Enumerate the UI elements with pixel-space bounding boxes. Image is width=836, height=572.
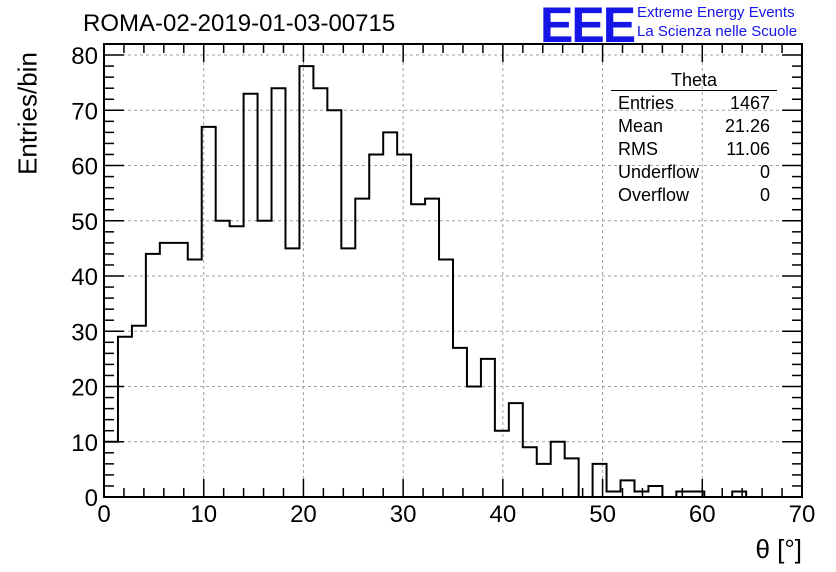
y-tick-label: 0 [85, 485, 98, 512]
x-axis-label: θ [°] [755, 534, 802, 564]
stats-label: Entries [618, 93, 675, 113]
logo-caption-line1: Extreme Energy Events [637, 4, 795, 21]
x-tick-labels: 0 10 20 30 40 50 60 70 [97, 501, 815, 528]
y-tick-label: 10 [71, 430, 98, 457]
x-tick-label: 10 [190, 501, 217, 528]
x-tick-label: 70 [789, 501, 816, 528]
x-tick-label: 20 [290, 501, 317, 528]
stats-label: Underflow [618, 162, 700, 182]
stats-label: RMS [618, 139, 658, 159]
stats-row-overflow: Overflow 0 [618, 185, 770, 205]
x-tick-label: 50 [589, 501, 616, 528]
y-tick-label: 60 [71, 154, 98, 181]
stats-label: Overflow [618, 185, 690, 205]
stats-row-underflow: Underflow 0 [618, 162, 770, 182]
x-tick-label: 60 [689, 501, 716, 528]
stats-value: 0 [759, 185, 770, 205]
stats-label: Mean [618, 116, 664, 136]
y-tick-label: 70 [71, 98, 98, 125]
y-axis-label: Entries/bin [12, 52, 43, 175]
y-tick-label: 30 [71, 319, 98, 346]
x-tick-label: 0 [97, 501, 110, 528]
eee-logo: EEE [540, 0, 636, 53]
y-tick-label: 80 [71, 43, 98, 70]
x-tick-label: 40 [490, 501, 517, 528]
stats-row-mean: Mean 21.26 [618, 116, 770, 136]
y-tick-label: 20 [71, 375, 98, 402]
axis-ticks [103, 43, 803, 498]
plot-frame [103, 43, 803, 498]
x-tick-label: 30 [390, 501, 417, 528]
stats-row-entries: Entries 1467 [618, 93, 770, 113]
histogram-line [103, 65, 802, 498]
y-tick-labels: 0 10 20 30 40 50 60 70 80 [71, 43, 98, 512]
logo-caption: Extreme Energy Events La Scienza nelle S… [637, 3, 797, 41]
y-tick-label: 40 [71, 264, 98, 291]
stats-box-divider [611, 90, 777, 91]
stats-value: 1467 [729, 93, 770, 113]
plot-title: ROMA-02-2019-01-03-00715 [83, 10, 396, 37]
logo-caption-line2: La Scienza nelle Scuole [637, 23, 798, 40]
stats-row-rms: RMS 11.06 [618, 139, 770, 159]
stats-value: 11.06 [726, 139, 770, 159]
stats-value: 21.26 [724, 116, 770, 136]
stats-box-title: Theta [670, 70, 718, 90]
y-tick-label: 50 [71, 209, 98, 236]
stats-value: 0 [759, 162, 770, 182]
